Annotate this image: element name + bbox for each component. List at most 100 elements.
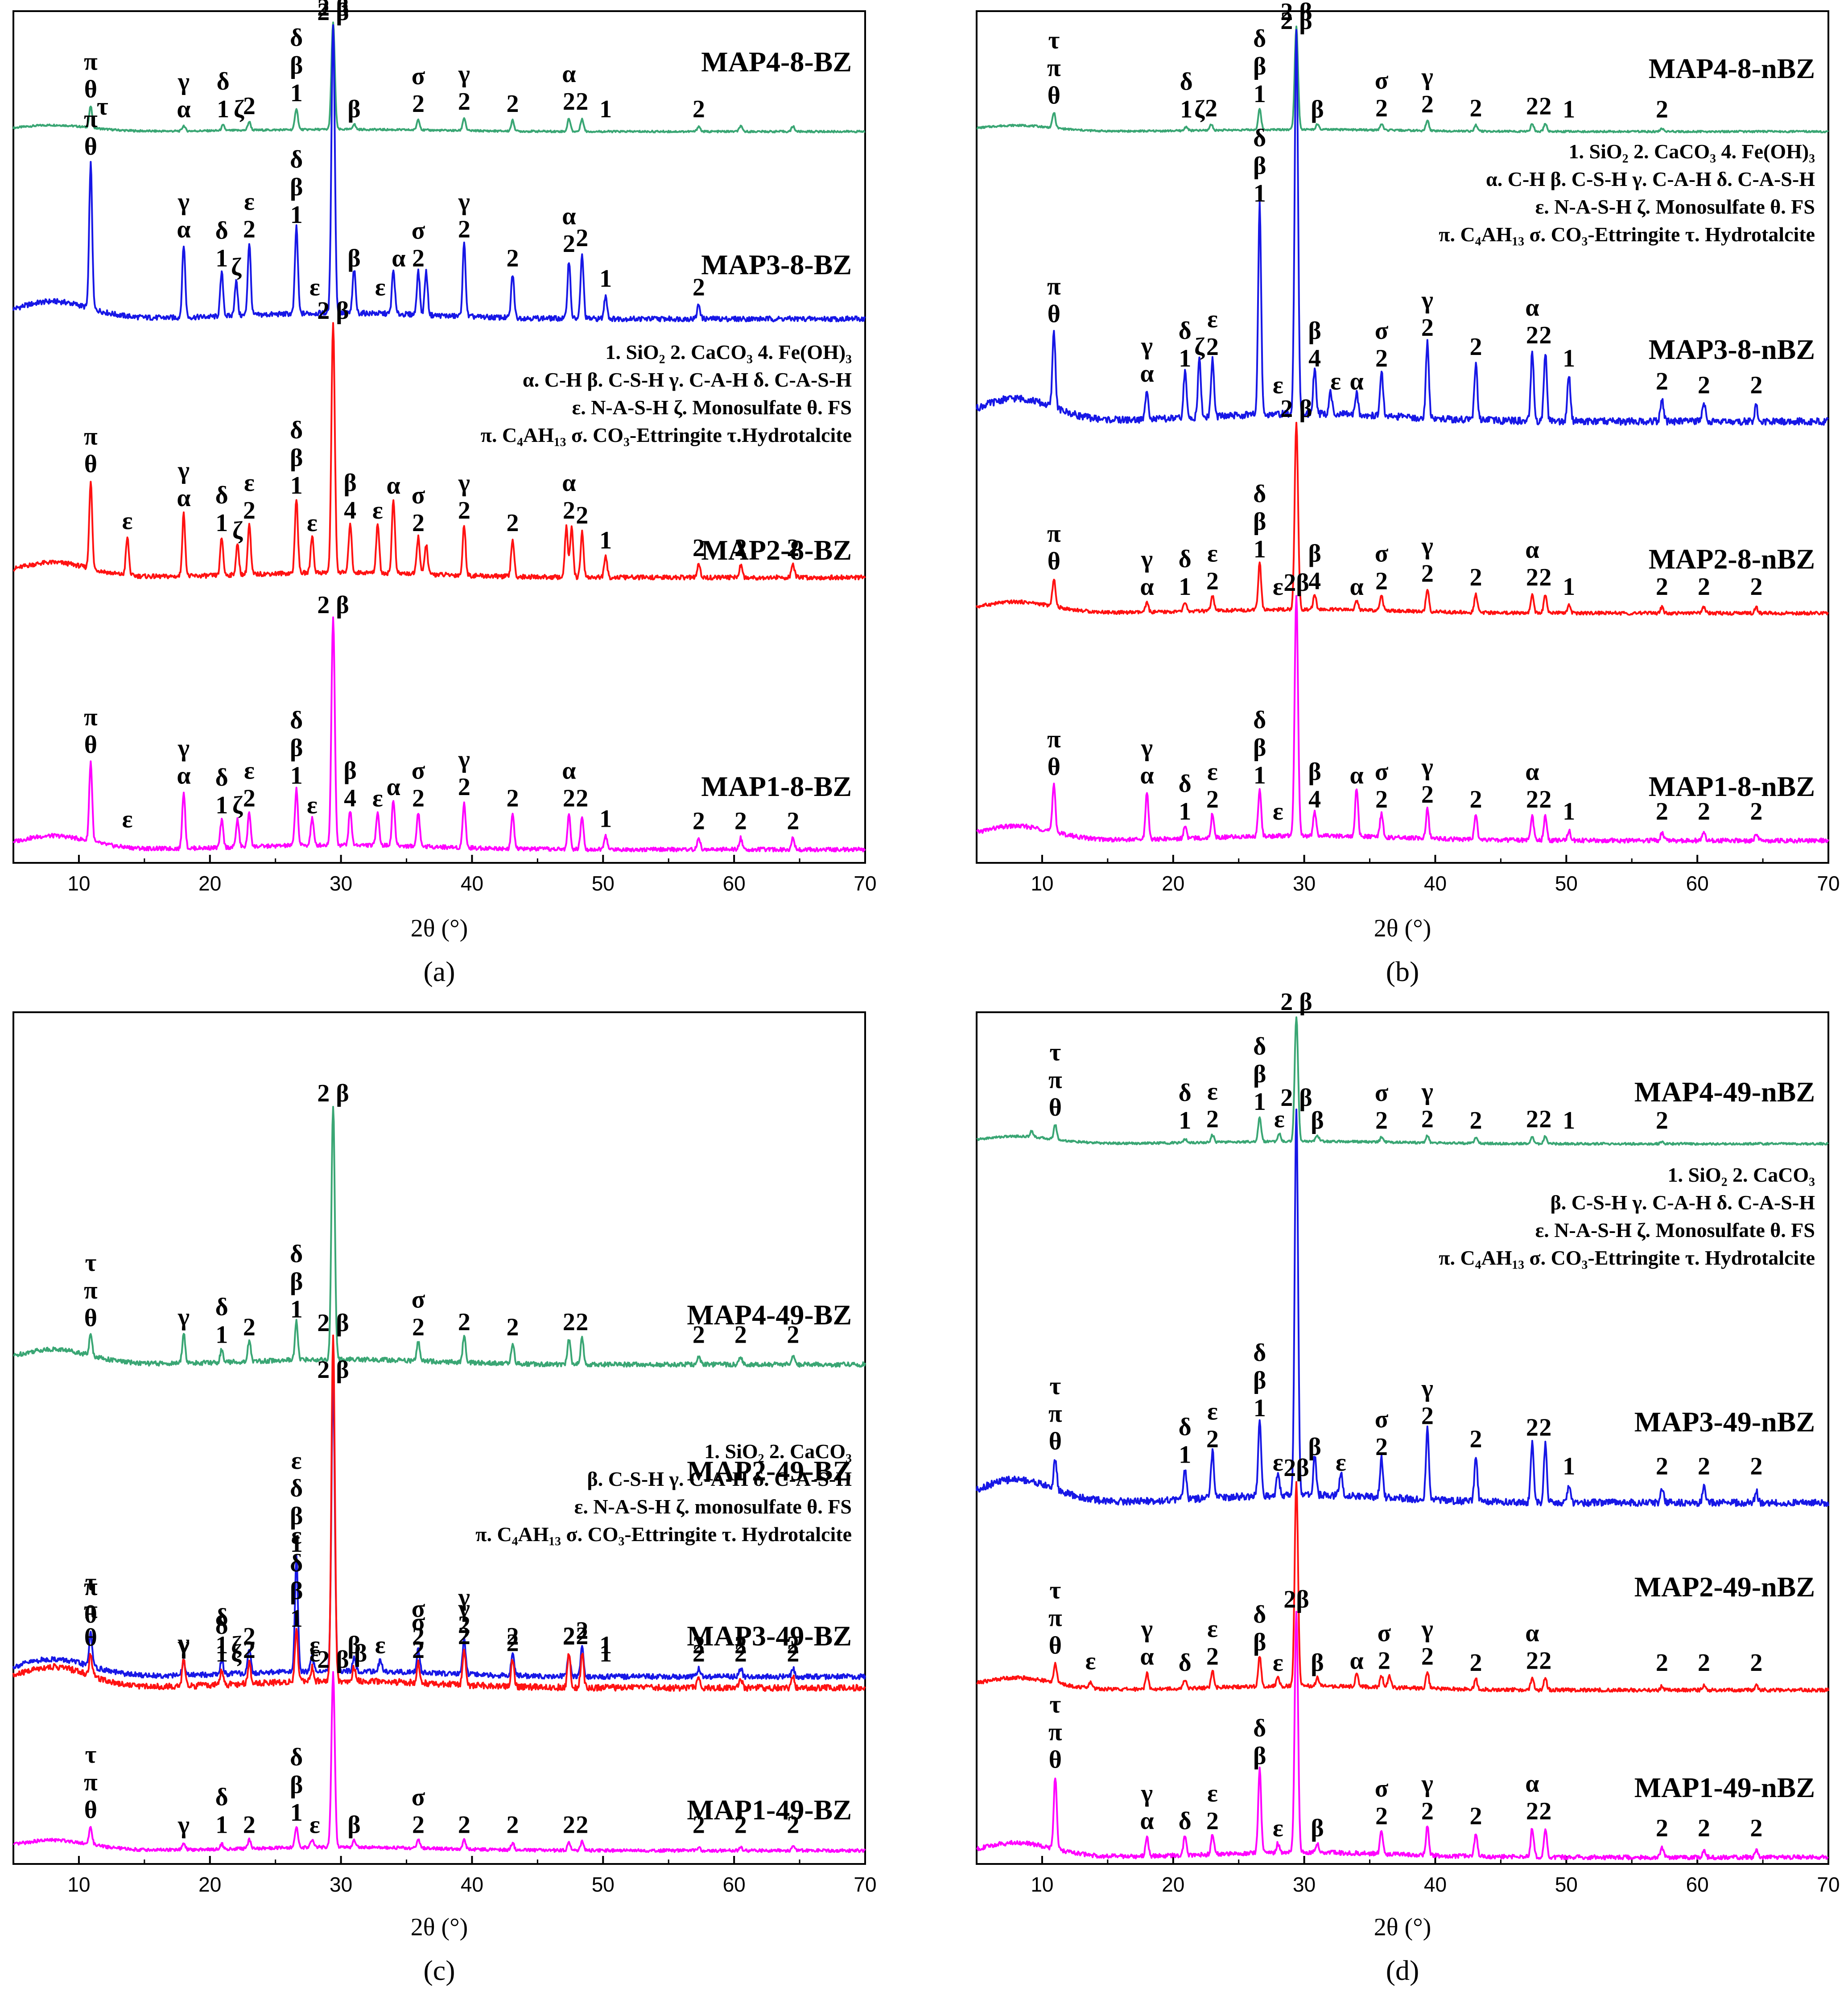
x-axis-title: 2θ (°) [411,1913,468,1941]
peak-label: α [1140,1643,1154,1670]
xrd-curve [976,29,1829,426]
peak-label: π [1048,1400,1062,1428]
peak-label: 2 [1470,333,1482,361]
peak-label: 2 [1750,1453,1762,1480]
peak-label: 2 [458,216,470,243]
peak-label: α [1350,573,1364,601]
peak-label: 2 [412,1313,425,1341]
peak-label: ζ [231,253,242,281]
peak-label: ε [244,188,255,215]
peak-label: π [1047,272,1061,300]
peak-label: δ [217,68,230,95]
plot-frame [976,1011,1829,1865]
peak-label: 2 [412,1623,425,1650]
peak-label: 2 [1470,1802,1482,1830]
peak-label: ε [1274,1105,1285,1133]
peak-label: α [1525,1619,1539,1647]
peak-label: 2 [576,785,588,812]
x-tick-label: 20 [1162,1873,1184,1896]
peak-label: 2 [243,92,256,120]
peak-label: 2 [1421,91,1434,118]
peak-label: δ [1179,1649,1192,1677]
peak-label: 2 [507,245,519,272]
peak-label: 1 [599,95,612,123]
xrd-curve [976,1109,1829,1507]
panel-caption: (d) [1386,1954,1419,1986]
peak-label: α [1525,294,1539,322]
peak-label: π [84,105,98,133]
peak-label: τ [97,93,108,120]
peak-label: β [290,1268,303,1296]
peak-label: 1 [1254,536,1266,563]
peak-label: ε [1207,758,1218,786]
peak-label: ε [375,1632,386,1659]
peak-label: 2 [1206,1105,1219,1133]
peak-label: 2 [787,808,799,835]
peak-label: 2 [1698,798,1710,825]
peak-label: 2 [576,224,588,252]
peak-label: ε [1273,798,1283,825]
peak-label: 2 [1539,1105,1551,1133]
peak-label: γ [1421,1374,1433,1402]
peak-label: 2 [1470,1426,1482,1453]
peak-label: α [562,202,576,230]
peak-label: 2 [563,88,575,115]
x-tick-label: 30 [1293,1873,1316,1896]
peak-label: σ [1375,1406,1389,1433]
peak-label: 2 [1656,573,1668,601]
peak-label: 2 [576,1308,588,1336]
peak-label: 1 [1254,80,1266,108]
peak-label: 2 [458,497,470,524]
x-axis-title: 2θ (°) [1374,1913,1431,1941]
peak-label: γ [1421,1770,1433,1798]
peak-label: δ [1253,1715,1266,1742]
peak-label: 2 [1375,1433,1388,1461]
peak-label: 1 [599,527,612,554]
legend-line: 1. SiO₂ 2. CaCO₃ 4. Fe(OH)₃ [1569,140,1815,163]
panel-caption: (c) [423,1954,455,1986]
peak-label: α [1350,1647,1364,1674]
series-name-label: MAP3-8-BZ [701,249,852,280]
peak-label: ζ [231,1640,242,1667]
peak-label: ε [1336,1449,1346,1476]
x-tick-label: 10 [1031,872,1053,895]
peak-label: 2 [563,1308,575,1336]
peak-label: 2 [693,534,705,562]
peak-label: 1 [1563,1107,1575,1134]
peak-label: 1 [1179,1107,1191,1134]
peak-label: γ [1141,1615,1153,1643]
peak-label: 2 [1470,1649,1482,1677]
peak-label: 2 [563,1623,575,1650]
peak-label: 1 [215,792,228,819]
peak-label: γ [177,457,190,484]
peak-label: 2 [1698,573,1710,601]
peak-label: σ [1375,1775,1389,1802]
peak-label: π [1048,1066,1062,1094]
legend-line: β. C-S-H γ. C-A-H δ. C-A-S-H [587,1468,852,1490]
peak-label: ε [372,497,383,524]
peak-label: γ [1421,753,1433,781]
peak-label: 2 [1656,1107,1668,1134]
peak-label: ε [309,1811,320,1839]
peak-label: δ [215,217,228,244]
peak-label: γ [458,469,470,497]
xrd-curve [13,322,866,581]
series-name-label: MAP2-8-BZ [701,534,852,566]
peak-label: α [1140,1807,1154,1835]
peak-label: β [347,245,361,272]
peak-label: 2 [1750,371,1762,399]
peak-label: δ [1253,706,1266,734]
peak-label: β [1253,53,1266,80]
peak-label: τ [85,1569,96,1596]
peak-label: α [392,245,405,272]
peak-label: β [347,95,361,123]
peak-label: 2 [1750,1649,1762,1677]
peak-label: θ [84,133,97,161]
